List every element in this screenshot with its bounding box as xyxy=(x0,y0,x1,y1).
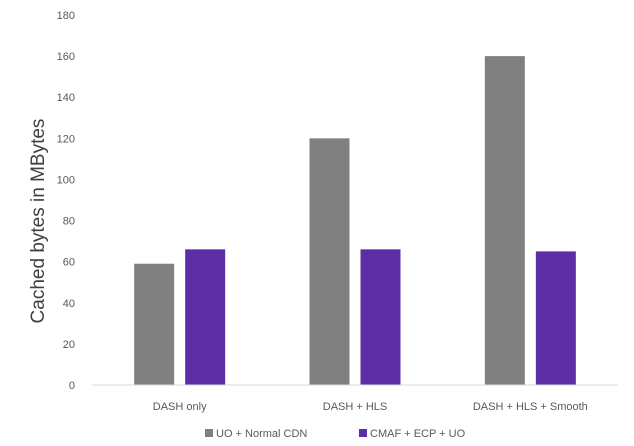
x-tick-labels: DASH only DASH + HLS DASH + HLS + Smooth xyxy=(153,401,588,413)
y-tick-label: 80 xyxy=(63,216,75,228)
y-tick-label: 120 xyxy=(57,133,75,145)
legend-swatch xyxy=(205,429,213,437)
bar xyxy=(535,251,576,385)
bar xyxy=(134,263,175,385)
bar xyxy=(309,138,350,385)
y-tick-label: 180 xyxy=(57,10,75,22)
x-tick-label: DASH + HLS + Smooth xyxy=(473,401,588,413)
y-tick-label: 100 xyxy=(57,174,75,186)
y-tick-label: 0 xyxy=(69,380,75,392)
x-tick-label: DASH only xyxy=(153,401,207,413)
bar xyxy=(484,56,525,385)
legend: UO + Normal CDN CMAF + ECP + UO xyxy=(205,428,466,440)
bar xyxy=(185,249,226,385)
y-axis-label: Cached bytes in MBytes xyxy=(28,119,49,324)
y-tick-label: 20 xyxy=(63,339,75,351)
legend-label: UO + Normal CDN xyxy=(216,428,307,440)
y-tick-label: 140 xyxy=(57,92,75,104)
y-tick-label: 60 xyxy=(63,257,75,269)
y-tick-labels: 0 20 40 60 80 100 120 140 160 180 xyxy=(57,10,75,392)
y-tick-label: 40 xyxy=(63,298,75,310)
legend-label: CMAF + ECP + UO xyxy=(370,428,466,440)
x-tick-label: DASH + HLS xyxy=(323,401,388,413)
bar xyxy=(360,249,401,385)
bars xyxy=(134,56,576,385)
legend-swatch xyxy=(359,429,367,437)
y-tick-label: 160 xyxy=(57,51,75,63)
